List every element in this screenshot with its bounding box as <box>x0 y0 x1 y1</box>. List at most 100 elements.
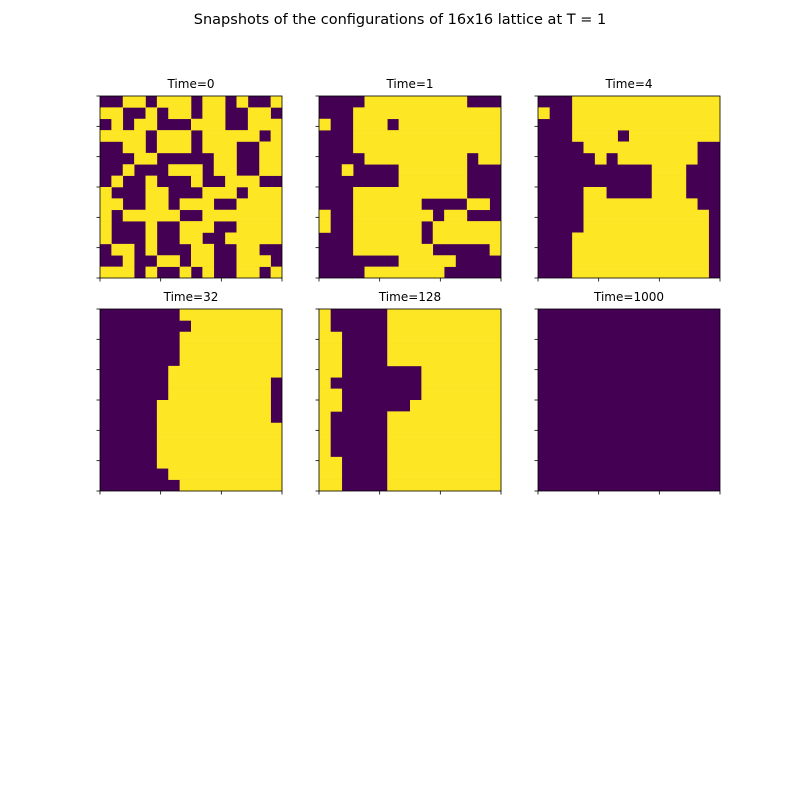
heatmap-cell-run <box>202 187 237 199</box>
heatmap-cell-run <box>100 130 146 142</box>
heatmap-cell-run <box>594 152 607 165</box>
heatmap-cell-run <box>353 118 388 131</box>
heatmap-cell-run <box>168 164 203 176</box>
heatmap-cell-run <box>319 118 331 131</box>
heatmap-cell-run <box>319 221 331 233</box>
chart-title: Snapshots of the configurations of 16x16… <box>193 12 607 28</box>
heatmap-cell-run <box>270 130 283 142</box>
heatmap-cell-run <box>179 331 283 344</box>
heatmap-cell-run <box>319 388 343 401</box>
heatmap-cell-run <box>122 164 135 176</box>
panel-title: Time=4 <box>605 77 653 91</box>
heatmap-cell-run <box>236 266 260 279</box>
heatmap-cell-run <box>134 118 158 131</box>
heatmap-cell-run <box>432 221 502 233</box>
heatmap-cell-run <box>168 377 271 389</box>
heatmap-cell-run <box>319 445 331 458</box>
heatmap-cell-run <box>236 243 260 256</box>
heatmap-cell-run <box>572 130 618 142</box>
axis-ticks <box>534 95 721 282</box>
heatmap-cell-run <box>572 243 709 256</box>
heatmap-cell-run <box>387 456 502 469</box>
heatmap-cell-run <box>398 164 468 176</box>
heatmap-cell-run <box>572 232 709 245</box>
heatmap-cell-run <box>145 187 169 199</box>
heatmap-cell-run <box>387 422 502 435</box>
heatmap-cell-run <box>319 400 343 412</box>
heatmap-cell-run <box>319 365 343 378</box>
heatmap-cell-run <box>319 209 331 222</box>
heatmap-cell-run <box>353 209 434 222</box>
heatmap-cell-run <box>225 232 283 245</box>
panel-title: Time=1 <box>386 77 434 91</box>
heatmap-cell-run <box>651 164 687 176</box>
axis-ticks <box>534 308 721 495</box>
heatmap-cell-run <box>319 479 343 492</box>
heatmap-panel-4 <box>315 308 502 495</box>
heatmap-cell-run <box>353 198 422 211</box>
heatmap-cell-run <box>364 266 445 279</box>
heatmap-cell-run <box>259 152 283 165</box>
heatmap-cell-run <box>353 130 502 142</box>
heatmap-cell-run <box>319 354 343 367</box>
heatmap-cell-run <box>319 320 331 333</box>
heatmap-cell-run <box>202 96 226 108</box>
heatmap-cell-run <box>583 187 607 199</box>
heatmap-cell-run <box>247 107 271 120</box>
heatmap-cell-run <box>247 118 283 131</box>
heatmap-cell-run <box>156 411 271 424</box>
axis-ticks <box>315 95 502 282</box>
heatmap-panel-1 <box>315 95 502 282</box>
heatmap-cell-run <box>572 255 709 267</box>
heatmap-cell-run <box>179 221 215 233</box>
heatmap-cell-run <box>421 377 502 389</box>
heatmap-cell-run <box>122 141 146 154</box>
heatmap-cell-run <box>421 388 502 401</box>
heatmap-cell-run <box>236 221 283 233</box>
heatmap-cell-run <box>353 232 422 245</box>
heatmap-cell-run <box>270 96 283 108</box>
heatmap-cell-run <box>213 164 237 176</box>
heatmap-cell-run <box>572 96 721 108</box>
heatmap-cell-run <box>202 209 283 222</box>
heatmap-cell-run <box>156 422 283 435</box>
heatmap-cell-run <box>319 434 331 446</box>
heatmap-cell-run <box>353 243 434 256</box>
heatmap-cell-run <box>191 175 203 188</box>
heatmap-cell-run <box>319 309 331 321</box>
heatmap-cell-run <box>387 320 502 333</box>
heatmap-cell-run <box>100 221 112 233</box>
panel-title: Time=0 <box>167 77 215 91</box>
heatmap-cell-run <box>156 141 192 154</box>
heatmap-cell-run <box>489 243 502 256</box>
heatmap-cell-run <box>145 221 158 233</box>
axis-ticks <box>96 308 283 495</box>
heatmap-cell-run <box>100 187 112 199</box>
heatmap-cell-run <box>319 468 343 480</box>
heatmap-cell-run <box>387 309 502 321</box>
heatmap-cell-run <box>179 354 283 367</box>
heatmap-cell-run <box>156 456 283 469</box>
heatmap-cell-run <box>353 141 502 154</box>
heatmap-cell-run <box>134 152 158 165</box>
heatmap-cell-run <box>432 232 502 245</box>
heatmap-cell-run <box>572 118 721 131</box>
heatmap-cell-run <box>572 266 709 279</box>
heatmap-cell-run <box>421 365 502 378</box>
heatmap-cell-run <box>168 107 192 120</box>
heatmap-cell-run <box>213 152 237 165</box>
heatmap-cell-run <box>387 468 502 480</box>
heatmap-cell-run <box>122 96 146 108</box>
heatmap-cell-run <box>651 187 687 199</box>
heatmap-cell-run <box>100 107 124 120</box>
heatmap-cell-run <box>259 141 283 154</box>
heatmap-cell-run <box>617 152 698 165</box>
axis-ticks <box>315 308 502 495</box>
heatmap-cell-run <box>319 343 343 355</box>
heatmap-cell-run <box>179 198 215 211</box>
heatmap-cell-run <box>398 255 456 267</box>
axis-ticks <box>96 95 283 282</box>
heatmap-cell-run <box>583 209 709 222</box>
heatmap-cell-run <box>236 198 283 211</box>
